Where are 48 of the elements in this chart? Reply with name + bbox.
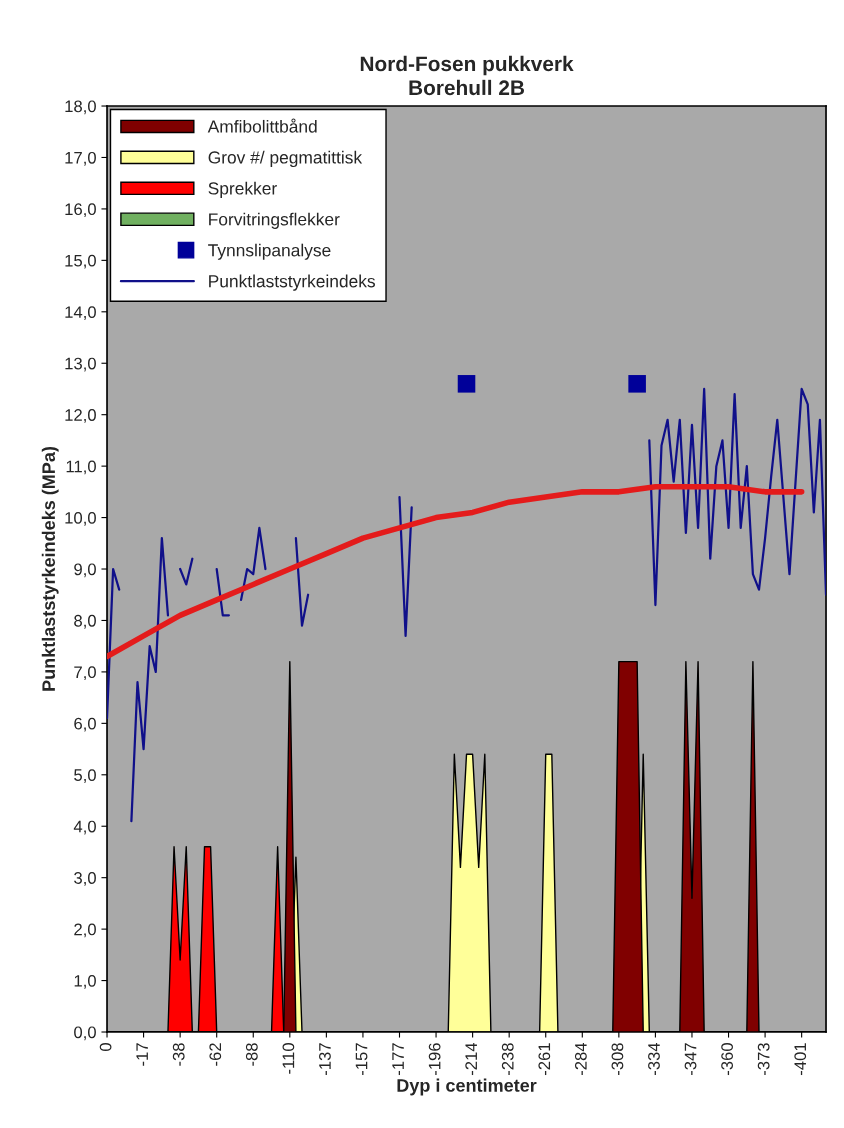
y-tick-label: 0,0 — [74, 1026, 96, 1041]
y-tick-label: 11,0 — [66, 460, 96, 475]
x-axis-title: Dyp i centimeter — [397, 1078, 537, 1096]
x-tick-label: -137 — [319, 1043, 331, 1076]
y-tick-label: 9,0 — [74, 563, 96, 578]
y-tick-label: 12,0 — [65, 409, 96, 423]
legend-label: Tynnslipanalyse — [208, 243, 331, 260]
chart-title: Nord-Fosen pukkverk Borehull 2B — [360, 55, 574, 96]
legend-label: Sprekker — [208, 181, 277, 198]
x-tick-label: -373 — [757, 1043, 770, 1076]
x-tick-label: -110 — [282, 1043, 295, 1074]
x-tick-label: -88 — [245, 1043, 258, 1066]
x-tick-label: -308 — [611, 1043, 624, 1076]
y-tick-label: 6,0 — [74, 717, 96, 732]
y-tick-label: 8,0 — [74, 614, 96, 629]
x-tick-label: -38 — [172, 1043, 185, 1066]
x-tick-label: -196 — [428, 1043, 441, 1076]
y-axis-title: Punktlaststyrkeindeks (MPa) — [41, 446, 59, 691]
x-tick-label: -62 — [209, 1043, 222, 1066]
y-tick-label: 4,0 — [73, 820, 96, 835]
x-tick-label: -360 — [721, 1043, 733, 1076]
x-tick-label: -261 — [538, 1043, 551, 1076]
x-tick-label: -334 — [648, 1042, 660, 1076]
x-tick-label: -238 — [501, 1043, 514, 1076]
x-tick-label: -214 — [465, 1042, 477, 1076]
y-tick-label: 15,0 — [65, 254, 96, 269]
x-tick-label: -17 — [136, 1043, 148, 1066]
x-tick-label: -401 — [794, 1043, 807, 1076]
x-tick-label: -157 — [355, 1043, 368, 1076]
legend-label: Forvitringsflekker — [209, 212, 340, 229]
y-tick-label: 10,0 — [65, 511, 96, 526]
legend-label: Grov #/ pegmatittisk — [208, 150, 363, 168]
y-tick-label: 7,0 — [74, 666, 96, 681]
y-tick-label: 18,0 — [65, 100, 96, 115]
x-tick-label: -284 — [574, 1042, 587, 1076]
y-tick-label: 5,0 — [74, 769, 96, 783]
y-tick-label: 16,0 — [65, 203, 96, 218]
y-tick-label: 13,0 — [65, 357, 96, 372]
x-tick-label: -347 — [684, 1043, 697, 1076]
y-tick-label: 3,0 — [74, 872, 96, 886]
y-tick-label: 1,0 — [74, 974, 96, 989]
x-tick-label: -177 — [392, 1043, 404, 1076]
y-tick-label: 14,0 — [65, 306, 96, 320]
y-tick-label: 17,0 — [65, 151, 96, 166]
legend-label: Punktlaststyrkeindeks — [209, 274, 375, 291]
x-tick-label: 0 — [99, 1043, 112, 1052]
legend-label: Amfibolittbånd — [207, 118, 317, 133]
y-tick-label: 2,0 — [74, 923, 96, 938]
